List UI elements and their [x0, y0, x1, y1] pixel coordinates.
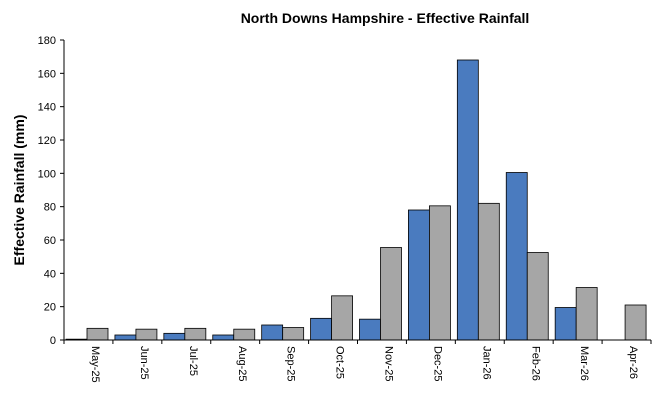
bar-jan-26-series-2: [477, 202, 500, 341]
x-tick-label-feb-26: Feb-26: [529, 346, 541, 381]
bar-aug-25-series-2: [233, 328, 256, 341]
bar-nov-25-series-2: [380, 247, 402, 341]
x-ticks-group: May-25 Jun-25 Jul-25 Aug-25 Sep-25 Oct-25 Nov-…: [63, 340, 652, 383]
x-tick-label-jan-26: Jan-26: [480, 346, 492, 380]
x-tick-label-mar-26: Mar-26: [578, 346, 590, 381]
y-tick-label: 0: [50, 335, 56, 347]
bar-nov-25-series-1: [359, 318, 381, 341]
y-axis-label: Effective Rainfall (mm): [11, 115, 27, 266]
y-tick-label: 180: [38, 35, 56, 47]
x-tick-label-jul-25: Jul-25: [187, 346, 199, 376]
x-tick-label-dec-25: Dec-25: [431, 346, 443, 381]
x-tick-label-aug-25: Aug-25: [236, 346, 248, 381]
x-tick-label-apr-26: Apr-26: [627, 346, 639, 379]
bar-jun-25-series-1: [114, 334, 137, 341]
bar-mar-26-series-1: [554, 307, 577, 341]
x-tick-label-sep-25: Sep-25: [285, 346, 297, 381]
y-tick-label: 60: [44, 235, 56, 247]
bar-dec-25-series-1: [408, 209, 430, 341]
bar-feb-26-series-2: [526, 252, 549, 341]
x-tick-label-may-25: May-25: [89, 346, 101, 383]
bar-oct-25-series-1: [310, 317, 332, 341]
x-tick-label-jun-25: Jun-25: [138, 346, 150, 380]
bar-may-25-series-2: [86, 327, 109, 341]
y-tick-label: 100: [38, 168, 56, 180]
x-tick-label-oct-25: Oct-25: [334, 346, 346, 379]
bar-feb-26-series-1: [505, 172, 528, 341]
y-tick-label: 20: [44, 302, 56, 314]
bar-dec-25-series-2: [429, 205, 451, 341]
bar-jul-25-series-2: [184, 327, 207, 341]
y-tick-label: 80: [44, 202, 56, 214]
y-tick-label: 40: [44, 268, 56, 280]
bar-jun-25-series-2: [135, 328, 158, 341]
bar-apr-26-series-2: [624, 304, 647, 341]
chart-title: North Downs Hampshire - Effective Rainfa…: [241, 10, 530, 26]
y-tick-label: 120: [38, 135, 56, 147]
x-tick-label-nov-25: Nov-25: [383, 346, 395, 381]
bar-oct-25-series-2: [331, 295, 353, 341]
bar-mar-26-series-2: [575, 287, 598, 341]
axes-group: [63, 40, 651, 341]
y-tick-label: 140: [38, 102, 56, 114]
bar-jan-26-series-1: [456, 59, 479, 341]
bars-group: [65, 59, 647, 341]
bar-sep-25-series-2: [282, 327, 305, 341]
y-tick-label: 160: [38, 68, 56, 80]
y-ticks-group: 0 20 40 60 80 100 120 140 160 180: [38, 35, 64, 347]
bar-sep-25-series-1: [261, 324, 284, 341]
bar-jul-25-series-1: [163, 332, 186, 341]
bar-aug-25-series-1: [212, 334, 235, 341]
